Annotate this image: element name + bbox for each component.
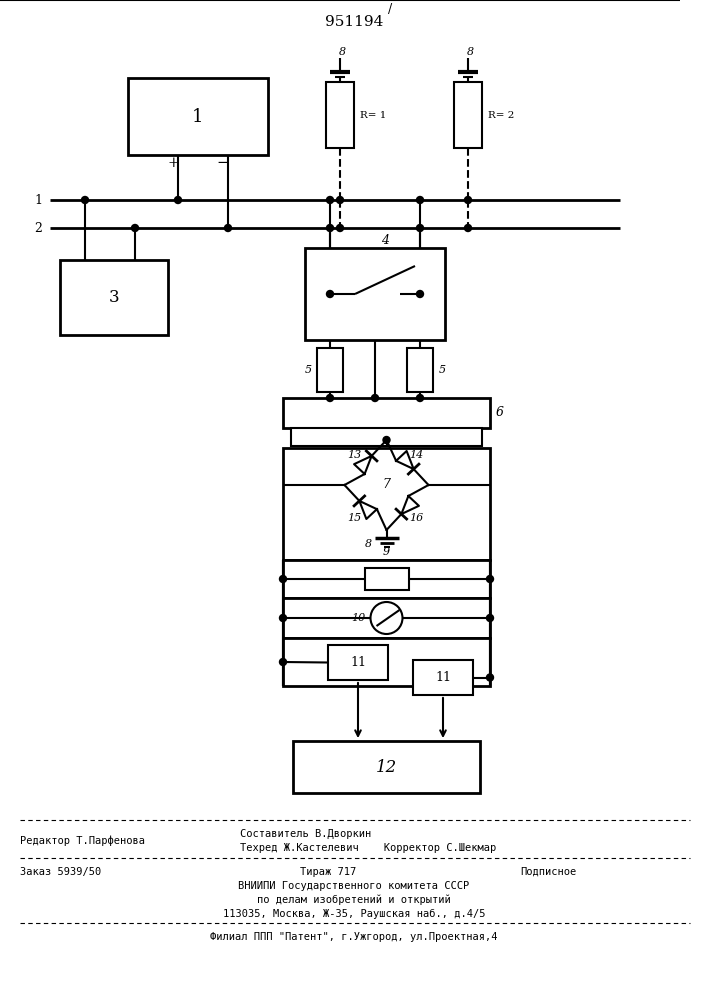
Text: Техред Ж.Кастелевич    Корректор С.Шекмар: Техред Ж.Кастелевич Корректор С.Шекмар [240,843,496,853]
Text: по делам изобретений и открытий: по делам изобретений и открытий [257,895,451,905]
Bar [326,82,354,148]
Bar [407,348,433,392]
Text: 1: 1 [192,107,204,125]
Text: 9: 9 [383,547,390,557]
Text: Составитель В.Дворкин: Составитель В.Дворкин [240,829,371,839]
Text: 11: 11 [435,671,451,684]
Bar [60,260,168,335]
Circle shape [464,196,472,204]
Circle shape [337,225,344,232]
Text: 5: 5 [305,365,312,375]
Text: ВНИИПИ Государственного комитета СССР: ВНИИПИ Государственного комитета СССР [238,881,469,891]
Circle shape [486,576,493,582]
Bar [283,560,490,598]
Text: 13: 13 [347,450,361,460]
Circle shape [279,576,286,582]
Text: 12: 12 [376,758,397,776]
Text: 8: 8 [365,539,372,549]
Text: Подписное: Подписное [520,867,576,877]
Text: 5: 5 [438,365,445,375]
Circle shape [337,196,344,204]
Bar [293,741,480,793]
Bar [283,638,490,686]
Bar [317,348,343,392]
Text: 6: 6 [496,406,504,420]
Bar [413,660,473,695]
Bar [283,598,490,638]
Bar [365,568,409,590]
Text: 10: 10 [351,613,366,623]
Text: 113035, Москва, Ж-35, Раушская наб., д.4/5: 113035, Москва, Ж-35, Раушская наб., д.4… [223,909,485,919]
Bar [283,448,490,560]
Text: 15: 15 [347,513,361,523]
Circle shape [416,290,423,298]
Circle shape [464,225,472,232]
Circle shape [327,290,334,298]
Circle shape [132,225,139,232]
Text: 16: 16 [409,513,423,523]
Bar [291,428,482,446]
Text: +: + [167,156,179,170]
Bar [283,398,490,428]
Circle shape [327,225,334,232]
Bar [454,82,482,148]
Bar [128,78,268,155]
Text: 3: 3 [109,289,119,306]
Text: Редактор Т.Парфенова: Редактор Т.Парфенова [20,836,145,846]
Circle shape [327,394,334,401]
Text: −: − [216,156,229,170]
Circle shape [81,196,88,204]
Bar [328,645,388,680]
Text: 2: 2 [34,222,42,234]
Circle shape [279,658,286,666]
Text: /: / [388,3,392,16]
Bar [305,248,445,340]
Text: 1: 1 [34,194,42,207]
Text: 4: 4 [381,233,389,246]
Text: 951194: 951194 [325,15,383,29]
Circle shape [175,196,182,204]
Circle shape [486,614,493,621]
Text: Тираж 717: Тираж 717 [300,867,356,877]
Circle shape [371,394,378,401]
Circle shape [383,436,390,444]
Circle shape [486,674,493,681]
Text: R= 2: R= 2 [488,110,515,119]
Circle shape [279,614,286,621]
Circle shape [225,225,231,232]
Circle shape [416,196,423,204]
Text: 11: 11 [350,656,366,669]
Text: 8: 8 [467,47,474,57]
Circle shape [416,225,423,232]
Text: R= 1: R= 1 [360,110,386,119]
Circle shape [416,394,423,401]
Text: 14: 14 [409,450,423,460]
Text: Заказ 5939/50: Заказ 5939/50 [20,867,101,877]
Circle shape [327,196,334,204]
Text: Филиал ППП "Патент", г.Ужгород, ул.Проектная,4: Филиал ППП "Патент", г.Ужгород, ул.Проек… [210,932,498,942]
Text: 7: 7 [382,479,390,491]
Text: 8: 8 [339,47,346,57]
